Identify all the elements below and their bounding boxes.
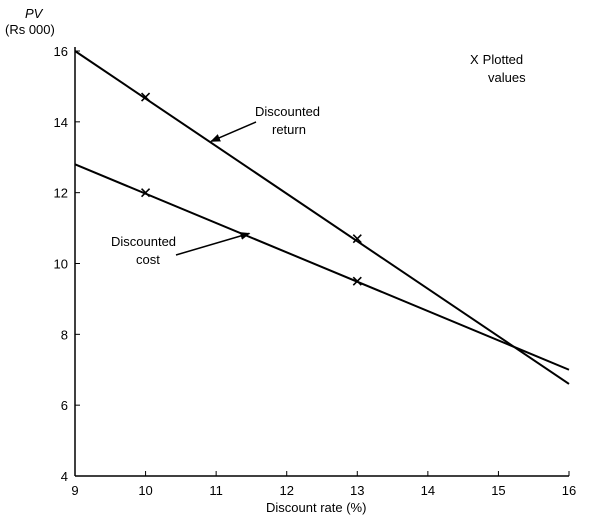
series-line-1 (74, 163, 570, 371)
x-mark-stroke (141, 188, 151, 198)
annotation-return-line2: return (272, 122, 306, 137)
x-tick-label: 11 (209, 483, 223, 498)
y-tick-label: 8 (61, 327, 68, 342)
series (74, 50, 570, 385)
legend-marker: X (470, 52, 479, 67)
x-tick-label: 9 (71, 483, 78, 498)
x-tick-label: 13 (350, 483, 364, 498)
x-tick-label: 15 (491, 483, 505, 498)
annotation-return-line1: Discounted (255, 104, 320, 119)
y-tick-label: 4 (61, 469, 68, 484)
plotted-point-marker (141, 188, 151, 198)
x-mark-stroke (352, 276, 362, 286)
legend-text: Plotted (483, 52, 523, 67)
ticks: 9 10 11 12 13 14 15 16 4 6 8 10 12 14 16 (54, 44, 577, 498)
annotation-arrow-return (210, 121, 257, 143)
plotted-point-marker (141, 92, 151, 102)
y-tick-label: 10 (54, 257, 68, 272)
x-mark-stroke (141, 92, 151, 102)
y-tick-label: 12 (54, 186, 68, 201)
series-line-0 (74, 50, 570, 385)
x-tick-label: 10 (138, 483, 152, 498)
annotations (175, 121, 257, 256)
legend-label: X Plotted (470, 52, 523, 67)
plotted-point-marker (352, 276, 362, 286)
y-axis-title: PV (25, 6, 44, 21)
y-tick-label: 6 (61, 398, 68, 413)
x-tick-label: 16 (562, 483, 576, 498)
x-axis-title: Discount rate (%) (266, 500, 366, 515)
y-tick-label: 14 (54, 115, 68, 130)
y-axis-units: (Rs 000) (5, 22, 55, 37)
axes (74, 47, 569, 477)
x-mark-stroke (352, 234, 362, 244)
legend-label-line2: values (488, 70, 526, 85)
plotted-point-marker (352, 234, 362, 244)
x-tick-label: 12 (279, 483, 293, 498)
y-tick-label: 16 (54, 44, 68, 59)
x-tick-label: 14 (421, 483, 435, 498)
annotation-cost-line1: Discounted (111, 234, 176, 249)
annotation-cost-line2: cost (136, 252, 160, 267)
annotation-arrow-cost (175, 232, 251, 256)
